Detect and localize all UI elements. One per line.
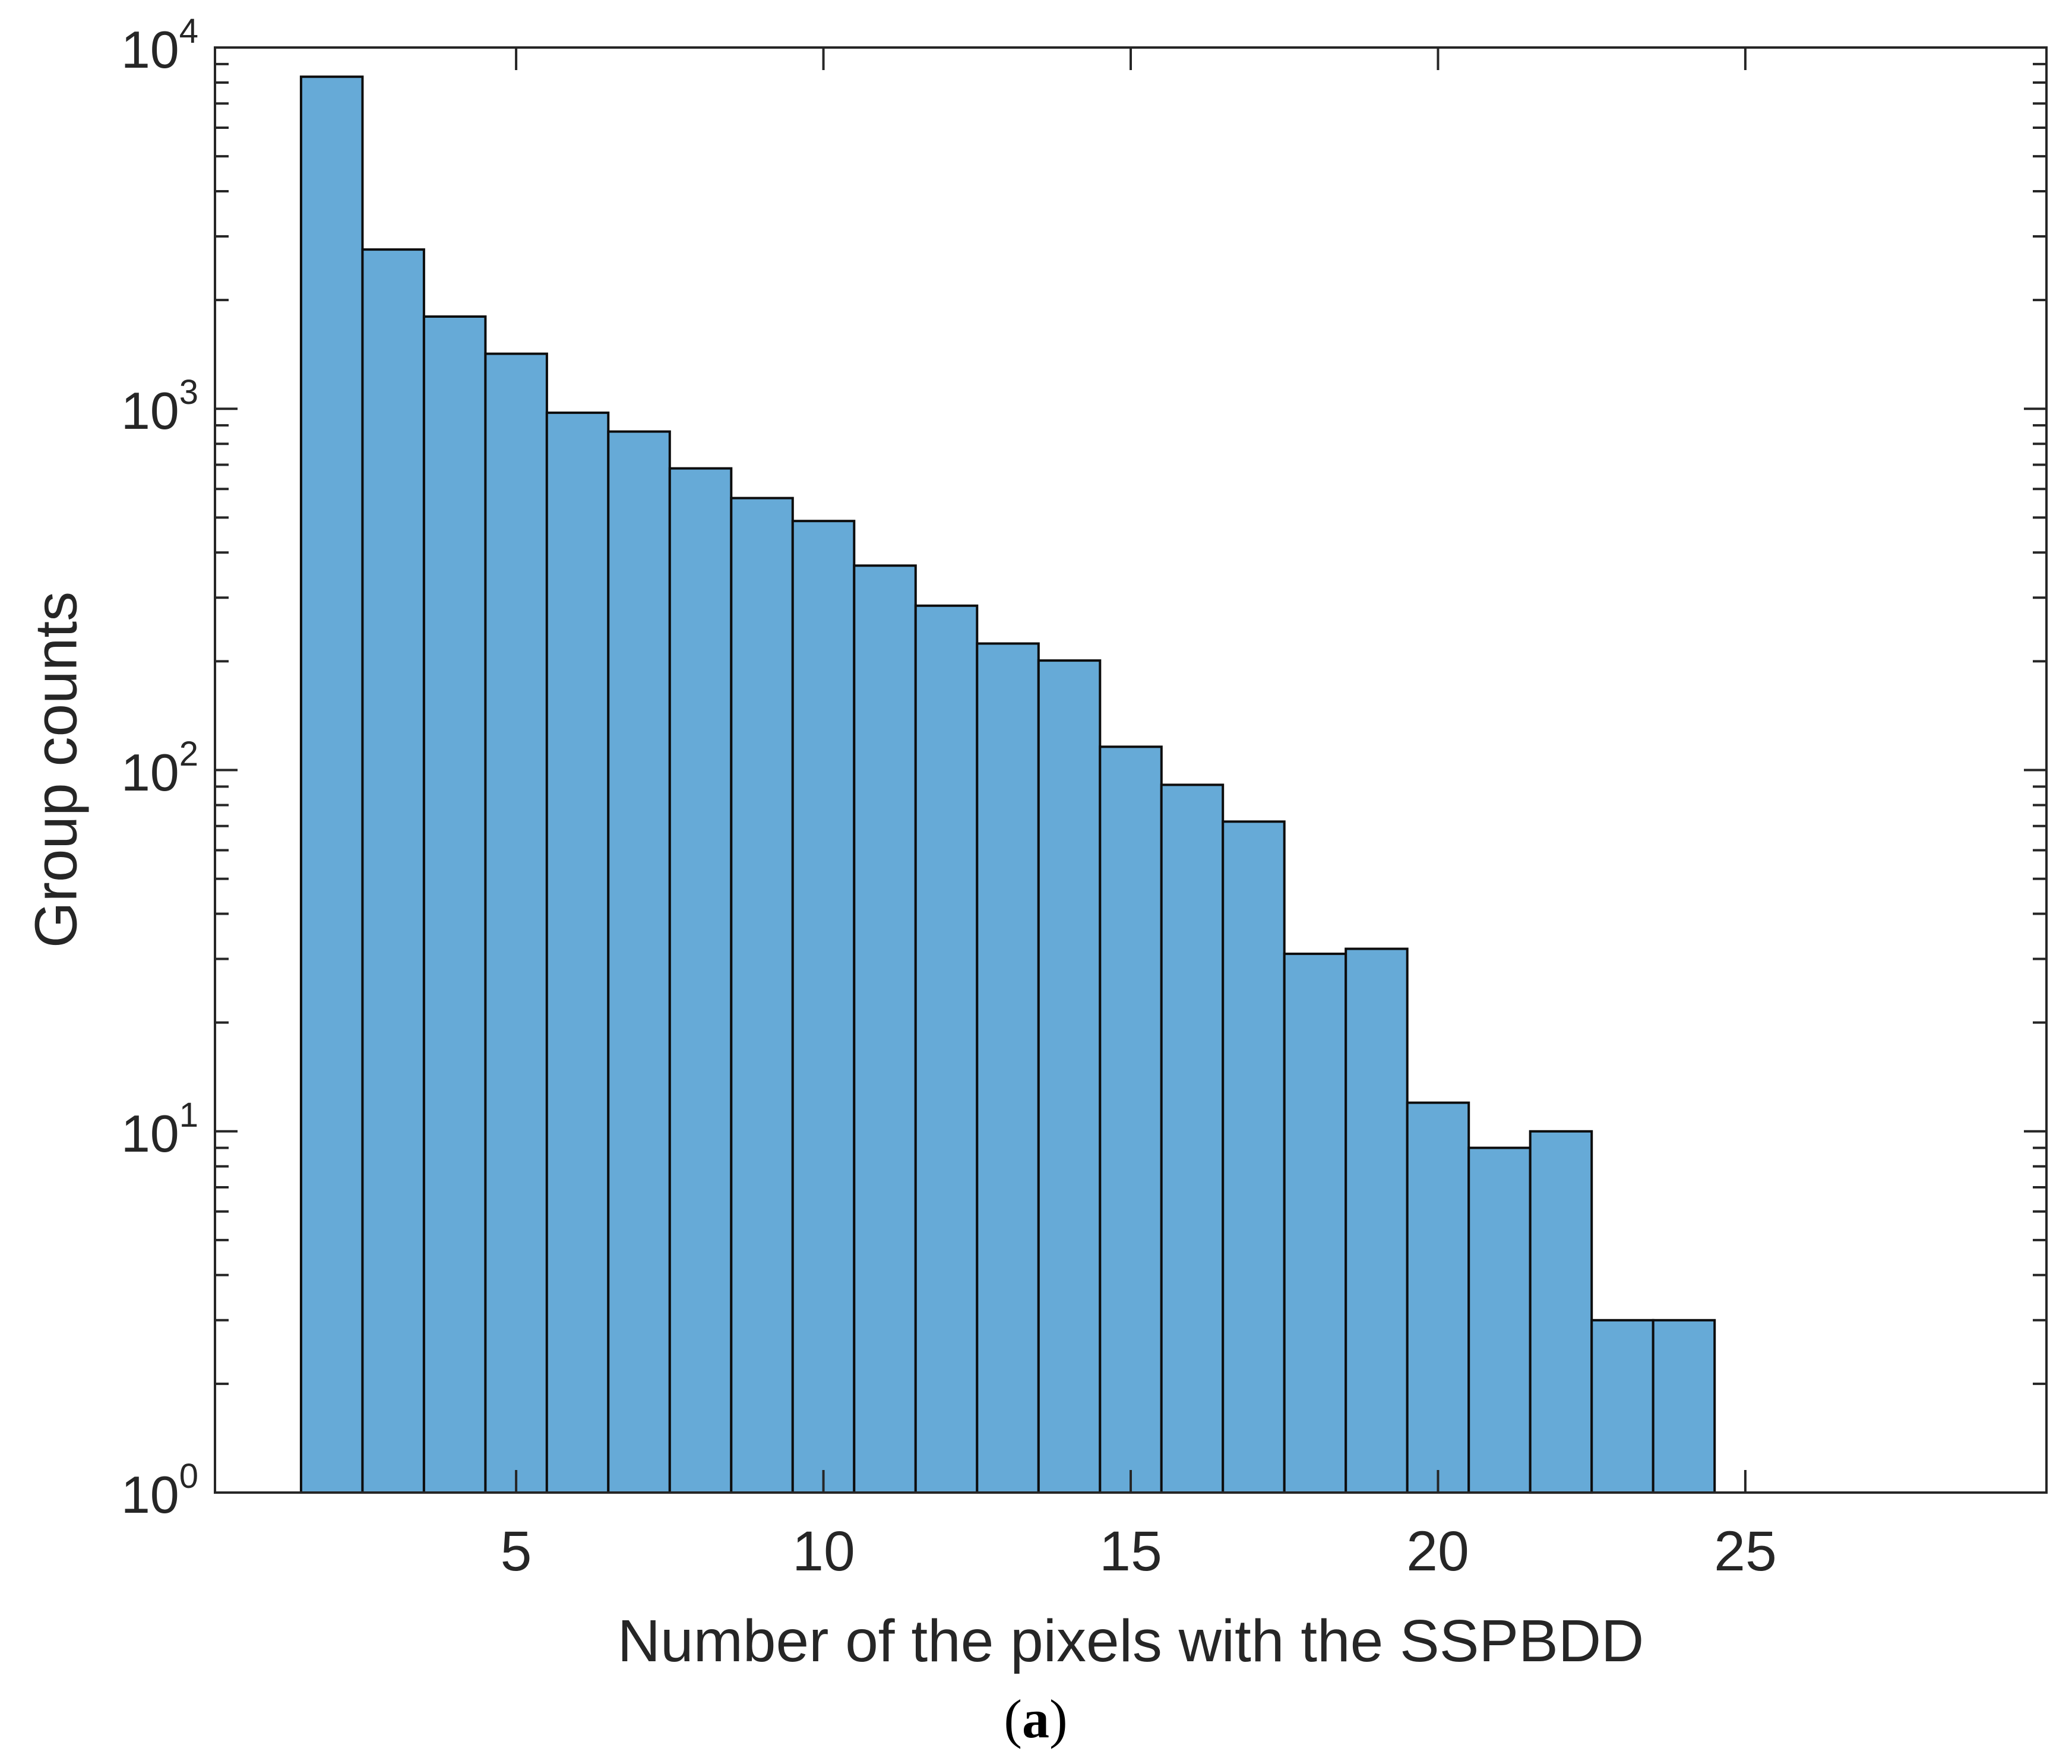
y-axis-label: Group counts (23, 591, 90, 949)
x-axis-label: Number of the pixels with the SSPBDD (617, 1608, 1644, 1674)
histogram-bar (299, 75, 364, 1494)
histogram-bar (976, 642, 1040, 1494)
x-tick-label: 20 (1406, 1520, 1469, 1583)
y-tick-exponent: 3 (179, 372, 199, 412)
figure-caption: (a) (1004, 1692, 1067, 1746)
x-tick-label: 10 (792, 1520, 855, 1583)
plot-frame (214, 46, 2048, 1494)
y-tick-exponent: 0 (179, 1456, 199, 1496)
y-tick-exponent: 1 (179, 1095, 199, 1134)
histogram-bar (730, 497, 794, 1494)
histogram-bar (1590, 1319, 1655, 1494)
y-tick-label: 101 (121, 1098, 199, 1160)
y-tick-base: 10 (121, 381, 179, 440)
histogram-bars (299, 75, 1716, 1494)
caption-open-paren: ( (1004, 1689, 1022, 1749)
y-tick-base: 10 (121, 1104, 179, 1163)
y-tick-exponent: 4 (179, 11, 199, 50)
y-tick-label: 102 (121, 734, 199, 802)
histogram-bar (422, 315, 487, 1494)
y-tick-label: 100 (121, 1459, 199, 1521)
histogram-bar (1345, 947, 1409, 1494)
histogram-bar (1283, 952, 1347, 1494)
y-tick-label: 103 (121, 375, 199, 437)
x-tick-label: 5 (500, 1520, 532, 1583)
y-tick-exponent: 2 (179, 734, 199, 773)
histogram-bar (668, 467, 733, 1494)
histogram-bar (791, 520, 856, 1494)
histogram-bar (914, 604, 979, 1494)
histogram-bar (1652, 1319, 1716, 1494)
y-tick-base: 10 (121, 742, 179, 802)
histogram-bar (1222, 820, 1286, 1494)
histogram-bar (1160, 783, 1225, 1494)
histogram-bar (1037, 659, 1102, 1494)
x-tick-label: 25 (1714, 1520, 1777, 1583)
histogram-bar (1099, 745, 1163, 1494)
y-tick-base: 10 (121, 20, 179, 79)
caption-letter: a (1022, 1689, 1049, 1749)
histogram-bar (1529, 1130, 1593, 1494)
y-tick-label: 104 (121, 14, 199, 76)
histogram-bar (484, 352, 548, 1494)
histogram-bar (853, 564, 917, 1494)
y-tick-base: 10 (121, 1465, 179, 1524)
histogram-bar (1467, 1146, 1532, 1494)
histogram-bar (545, 411, 610, 1494)
caption-close-paren: ) (1049, 1689, 1068, 1749)
histogram-bar (1406, 1101, 1470, 1494)
histogram-bar (607, 430, 671, 1494)
x-tick-label: 15 (1099, 1520, 1162, 1583)
histogram-bar (361, 248, 425, 1494)
